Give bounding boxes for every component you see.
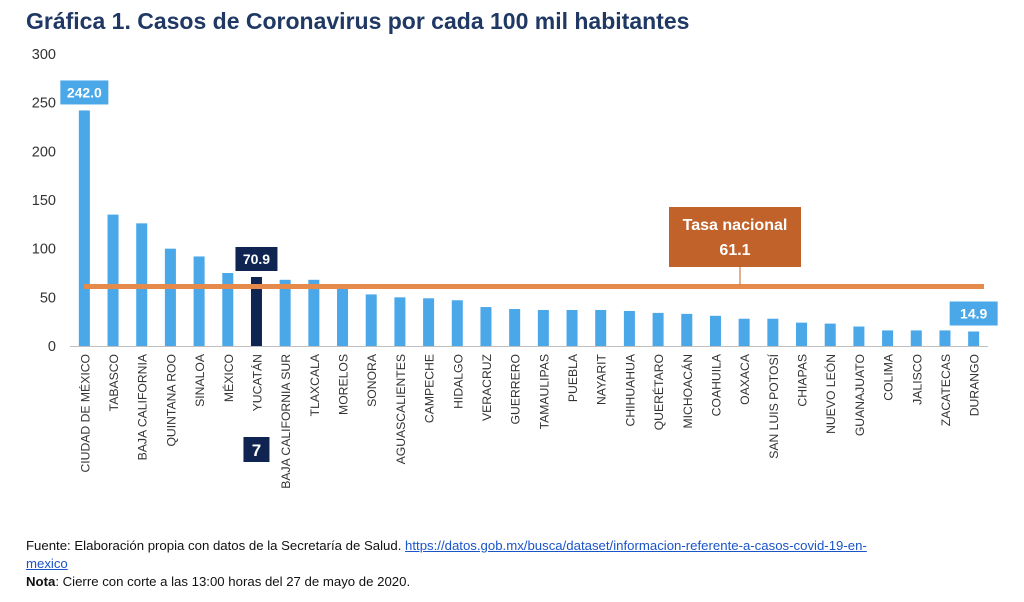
x-tick-label: GUERRERO bbox=[509, 354, 523, 424]
reference-box bbox=[669, 207, 801, 267]
rank-badge bbox=[243, 437, 270, 462]
x-tick-label: MICHOACÁN bbox=[680, 354, 695, 428]
y-tick-label: 100 bbox=[32, 242, 56, 258]
bar bbox=[164, 248, 176, 346]
x-tick-label: COAHUILA bbox=[709, 353, 723, 416]
x-tick-label: VERACRUZ bbox=[480, 353, 494, 421]
bar bbox=[423, 298, 435, 346]
source-link[interactable]: https://datos.gob.mx/busca/dataset/infor… bbox=[405, 538, 867, 553]
bar bbox=[939, 330, 951, 346]
reference-value: 61.1 bbox=[719, 242, 750, 259]
bar bbox=[337, 288, 349, 346]
x-tick-label: QUERÉTARO bbox=[651, 354, 666, 430]
note: Nota: Cierre con corte a las 13:00 horas… bbox=[26, 573, 410, 590]
bar bbox=[566, 309, 578, 346]
x-tick-label: QUINTANA ROO bbox=[164, 354, 178, 447]
x-tick-label: COLIMA bbox=[882, 353, 896, 401]
rank-badge-label: 7 bbox=[252, 441, 261, 460]
x-tick-label: TLAXCALA bbox=[308, 353, 322, 416]
source-note-cont: mexico bbox=[26, 555, 68, 572]
bar bbox=[480, 307, 492, 346]
bar bbox=[968, 331, 980, 346]
bar bbox=[78, 110, 90, 346]
y-tick-label: 0 bbox=[48, 339, 56, 355]
bar bbox=[767, 318, 779, 346]
x-tick-label: NUEVO LEÓN bbox=[823, 354, 838, 434]
bar bbox=[537, 309, 549, 346]
chart-title: Gráfica 1. Casos de Coronavirus por cada… bbox=[26, 8, 690, 34]
data-label-box bbox=[235, 246, 278, 271]
bar bbox=[681, 313, 693, 346]
note-label: Nota bbox=[26, 574, 56, 589]
bar bbox=[738, 318, 750, 346]
bar bbox=[250, 276, 262, 346]
bar bbox=[882, 330, 894, 346]
bar bbox=[509, 309, 521, 346]
data-label: 70.9 bbox=[243, 251, 270, 267]
x-tick-label: OAXACA bbox=[738, 353, 752, 405]
bar bbox=[222, 273, 234, 346]
x-tick-label: YUCATÁN bbox=[249, 354, 264, 411]
data-label: 242.0 bbox=[67, 84, 102, 100]
data-label-box bbox=[949, 301, 998, 326]
data-label-box bbox=[60, 80, 109, 105]
bar bbox=[853, 326, 865, 346]
x-tick-label: ZACATECAS bbox=[939, 354, 953, 426]
source-link-cont[interactable]: mexico bbox=[26, 556, 68, 571]
reference-label: Tasa nacional bbox=[683, 217, 788, 234]
source-prefix: Fuente: Elaboración propia con datos de … bbox=[26, 538, 406, 553]
x-tick-label: BAJA CALIFORNIA SUR bbox=[279, 354, 293, 489]
bar bbox=[394, 297, 406, 346]
source-note: Fuente: Elaboración propia con datos de … bbox=[26, 537, 867, 554]
bar bbox=[365, 294, 377, 346]
x-tick-label: HIDALGO bbox=[451, 354, 465, 409]
x-tick-label: MÉXICO bbox=[221, 354, 236, 402]
x-tick-label: SINALOA bbox=[193, 353, 207, 407]
x-tick-label: NAYARIT bbox=[595, 353, 609, 405]
y-tick-label: 50 bbox=[40, 290, 56, 306]
x-tick-label: CAMPECHE bbox=[423, 354, 437, 423]
bar bbox=[910, 330, 922, 346]
x-tick-label: TABASCO bbox=[107, 354, 121, 411]
bar bbox=[824, 323, 836, 346]
x-tick-label: JALISCO bbox=[910, 354, 924, 405]
x-tick-label: DURANGO bbox=[968, 354, 982, 416]
bar bbox=[107, 214, 119, 346]
bar bbox=[308, 279, 320, 346]
x-tick-label: SONORA bbox=[365, 353, 379, 407]
x-tick-label: PUEBLA bbox=[566, 353, 580, 402]
x-tick-label: AGUASCALIENTES bbox=[394, 354, 408, 464]
x-tick-label: SAN LUIS POTOSÍ bbox=[766, 353, 781, 458]
bar bbox=[652, 312, 664, 346]
x-tick-label: BAJA CALIFORNIA bbox=[136, 353, 150, 460]
note-text: : Cierre con corte a las 13:00 horas del… bbox=[55, 574, 411, 589]
bar bbox=[595, 309, 607, 346]
x-tick-label: CIUDAD DE MÉXICO bbox=[77, 354, 92, 473]
data-label: 14.9 bbox=[960, 305, 987, 321]
y-tick-label: 250 bbox=[32, 96, 56, 112]
bar-chart: 0 50 100 150 200 250 300 Tasa nacional 61.1 242.0… bbox=[32, 47, 998, 489]
x-tick-label: CHIAPAS bbox=[796, 354, 810, 407]
x-tick-label: CHIHUAHUA bbox=[623, 353, 637, 426]
y-tick-label: 200 bbox=[32, 144, 56, 160]
x-tick-label: GUANAJUATO bbox=[853, 354, 867, 436]
x-tick-label: TAMAULIPAS bbox=[537, 354, 551, 429]
bar bbox=[796, 322, 808, 346]
y-tick-label: 150 bbox=[32, 193, 56, 209]
bar bbox=[193, 256, 205, 346]
y-tick-label: 300 bbox=[32, 47, 56, 63]
bar bbox=[623, 310, 635, 346]
bar bbox=[279, 279, 291, 346]
bar bbox=[709, 315, 721, 346]
bar bbox=[451, 300, 463, 346]
x-tick-label: MORELOS bbox=[337, 354, 351, 415]
